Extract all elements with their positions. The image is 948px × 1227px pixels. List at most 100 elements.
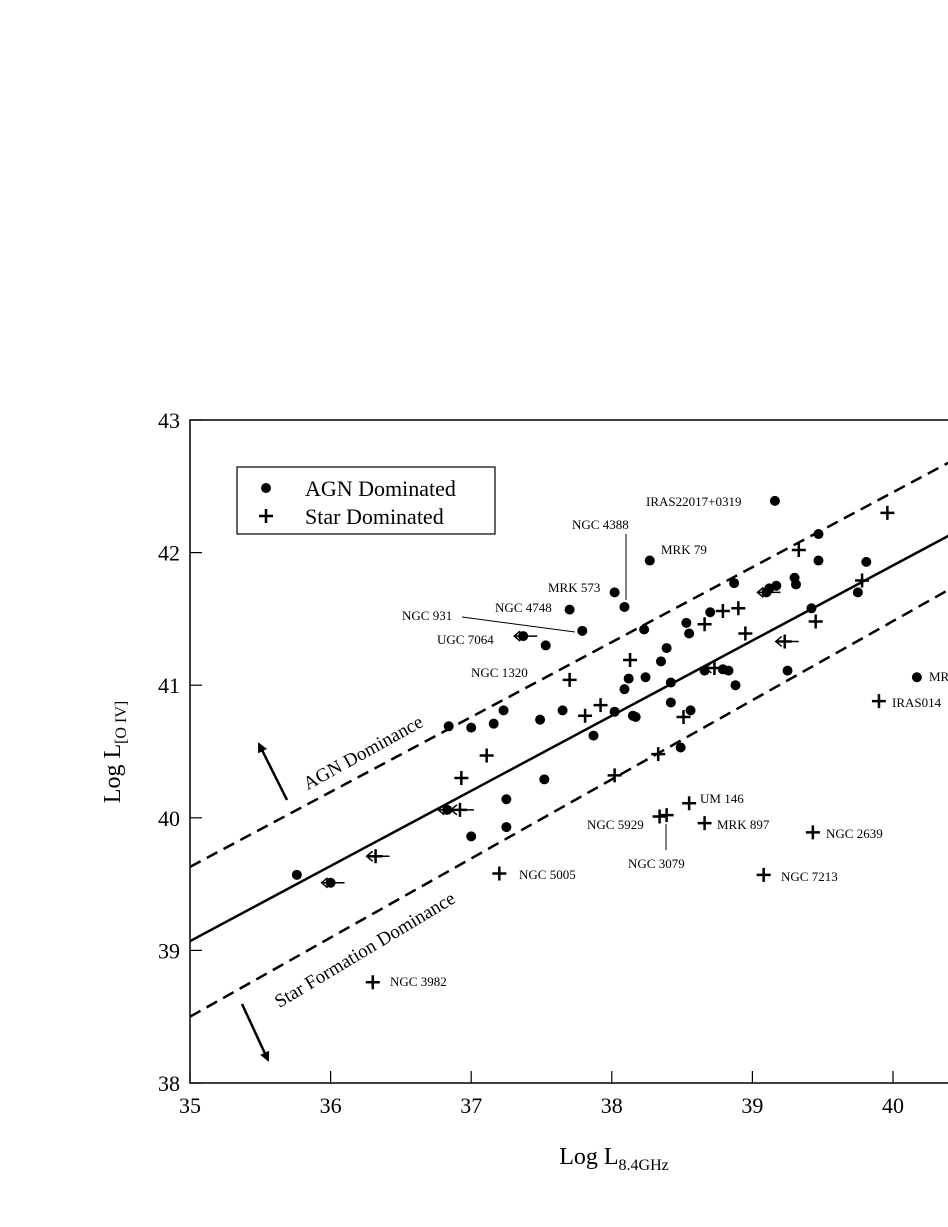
y-tick-label: 42 [158,541,180,566]
point [540,640,551,651]
annotation: NGC 3982 [390,974,447,989]
point [661,643,672,654]
point [705,607,716,618]
point [715,603,730,618]
annotation: NGC 931 [402,608,452,623]
point [607,768,622,783]
legend-box [236,466,496,535]
y-tick-label: 43 [158,408,180,433]
annotation: IRAS014 [892,695,942,710]
annotation: MR [929,669,948,684]
point [697,617,712,632]
point [562,672,577,687]
annotation: NGC 5005 [519,867,576,882]
x-tick-label: 36 [320,1093,342,1118]
point [539,774,550,785]
x-tick-label: 39 [741,1093,763,1118]
limit-arrow [704,662,729,674]
point [782,665,793,676]
annotations: IRAS22017+0319 NGC 4388 MRK 573 MRK 79 N… [240,494,948,1062]
point [731,601,746,616]
point [791,542,806,557]
point [659,808,674,823]
point [806,603,817,614]
region-label: AGN Dominance [300,712,427,795]
point [813,529,824,540]
point [498,705,509,716]
legend-label: Star Dominated [305,504,444,529]
x-axis-label: Log L8.4GHz [559,1144,669,1174]
point [681,617,692,628]
legend-marker [261,483,271,493]
point [852,587,863,598]
point [805,825,820,840]
point [492,866,507,881]
point [723,665,734,676]
annotation: MRK 897 [717,817,770,832]
point [623,673,634,684]
limit-arrow [365,850,390,862]
point [623,653,638,668]
region-arrow [240,1003,270,1062]
y-tick-label: 39 [158,938,180,963]
point [630,712,641,723]
annotation: NGC 7213 [781,869,838,884]
point [729,578,740,589]
region-label: Star Formation Dominance [271,888,459,1013]
point [684,628,695,639]
point [652,809,667,824]
point [466,722,477,733]
limit-arrow [513,630,538,642]
point [619,601,630,612]
point [911,672,922,683]
annotation: NGC 4388 [572,517,629,532]
point [588,730,599,741]
point [593,698,608,713]
point [609,587,620,598]
y-tick-label: 40 [158,806,180,831]
y-axis-label: Log L[O IV] [100,701,130,803]
limit-arrow [774,635,799,648]
x-tick-label: 38 [601,1093,623,1118]
limit-arrow [320,877,345,889]
point [640,672,651,683]
annotation: NGC 5929 [587,817,644,832]
point [488,718,499,729]
point [619,684,630,695]
point [466,831,477,842]
point [880,505,895,520]
fit-line [190,588,948,1018]
point [501,822,512,833]
y-tick-label: 41 [158,673,180,698]
leader-line [461,616,576,633]
point [871,694,886,709]
point [855,573,870,588]
point [609,706,620,717]
point [861,556,872,567]
point [651,747,666,762]
region-arrow [257,742,289,801]
annotation: MRK 573 [548,580,600,595]
point [697,816,712,831]
point [564,604,575,615]
annotation: UM 146 [700,791,744,806]
point [769,495,780,506]
point [577,625,588,636]
annotation: NGC 2639 [826,826,883,841]
point [676,710,691,725]
annotation: IRAS22017+0319 [646,494,741,509]
point [685,705,696,716]
point [790,579,801,590]
point [675,742,686,753]
legend-label: AGN Dominated [305,476,456,501]
annotation: UGC 7064 [437,632,494,647]
point [771,580,782,591]
limit-arrow [449,804,474,816]
point [730,680,741,691]
fit-line [190,461,948,868]
point [665,677,676,688]
point [557,705,568,716]
x-tick-label: 35 [179,1093,201,1118]
point [738,626,753,641]
